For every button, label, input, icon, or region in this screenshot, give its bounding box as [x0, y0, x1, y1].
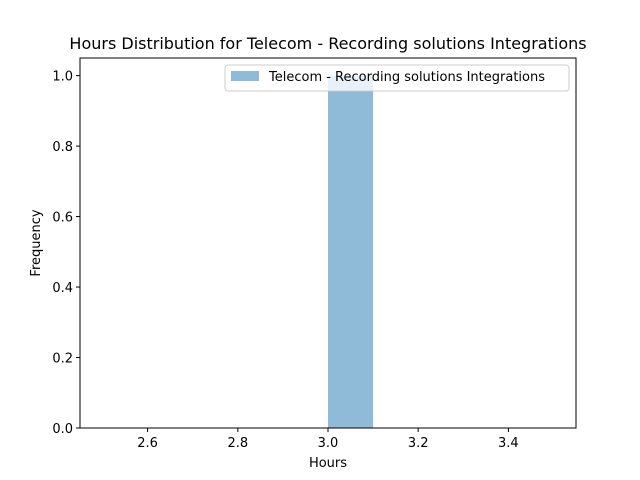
x-axis-ticks: 2.6 2.8 3.0 3.2 3.4 [137, 428, 519, 451]
legend-entry-label: Telecom - Recording solutions Integratio… [268, 70, 545, 85]
x-axis-label: Hours [309, 456, 347, 471]
legend-swatch [231, 71, 259, 81]
legend-box [224, 64, 570, 92]
y-axis-ticks: 0.0 0.2 0.4 0.6 0.8 1.0 [52, 70, 80, 437]
x-tick-label: 2.8 [227, 436, 248, 451]
y-tick-label: 0.6 [52, 211, 73, 226]
x-tick-label: 3.4 [498, 436, 519, 451]
x-tick-label: 3.2 [408, 436, 429, 451]
y-tick-label: 0.2 [52, 352, 73, 367]
histogram-bar [328, 75, 374, 428]
x-tick-label: 3.0 [318, 436, 339, 451]
legend: Telecom - Recording solutions Integratio… [224, 64, 570, 92]
y-tick-label: 0.4 [52, 281, 73, 296]
chart-title: Hours Distribution for Telecom - Recordi… [69, 34, 586, 53]
y-tick-label: 1.0 [52, 70, 73, 85]
y-tick-label: 0.0 [52, 422, 73, 437]
y-tick-label: 0.8 [52, 140, 73, 155]
y-axis-label: Frequency [29, 209, 44, 276]
x-tick-label: 2.6 [137, 436, 158, 451]
plot-area [79, 57, 577, 429]
bars-group [328, 75, 374, 428]
